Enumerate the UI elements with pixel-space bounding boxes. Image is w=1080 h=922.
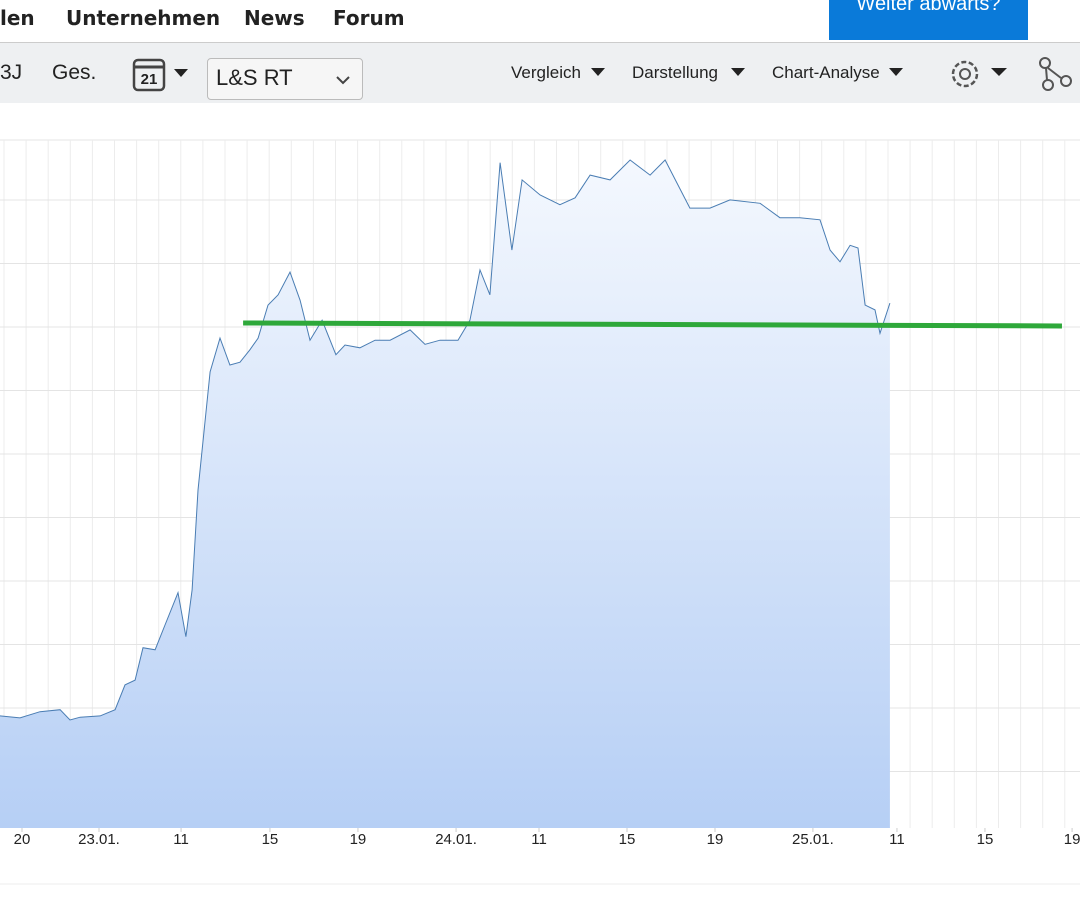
- x-tick-label: 11: [173, 831, 189, 848]
- x-tick-label: 15: [262, 831, 279, 848]
- trend-line: [243, 320, 1062, 329]
- calendar-icon[interactable]: 21: [130, 55, 194, 93]
- x-tick-label: 15: [977, 831, 994, 848]
- menu[interactable]: Vergleich: [511, 63, 581, 82]
- x-tick-label: 20: [14, 831, 31, 848]
- x-tick-label: 19: [707, 831, 724, 848]
- period[interactable]: 3J: [0, 61, 23, 84]
- menu[interactable]: Chart-Analyse: [772, 63, 880, 82]
- x-tick-label: 23.01.: [78, 831, 120, 848]
- x-tick-label: 25.01.: [792, 831, 834, 848]
- price-line: [0, 159, 891, 721]
- x-tick-label: 11: [889, 831, 905, 848]
- nav-link[interactable]: Forum: [333, 6, 405, 30]
- nav-link[interactable]: News: [244, 6, 305, 30]
- scroll-button[interactable]: Weiter abwärts?: [829, 0, 1028, 40]
- toolbar-icons: [591, 57, 1072, 91]
- chart: 20 23.01. 11 15 19 24.01. 11 15 19 25.01. 11 15 19: [0, 139, 1080, 885]
- exchange-select[interactable]: L&S RT: [207, 58, 363, 100]
- x-tick-label: 11: [531, 831, 547, 848]
- x-tick-label: 15: [619, 831, 636, 848]
- nav-bar: len Unternehmen News Forum Weiter abwärt…: [0, 0, 1080, 40]
- area-fill: [0, 160, 890, 828]
- nav-link[interactable]: len: [0, 6, 35, 30]
- x-tick-label: 19: [350, 831, 367, 848]
- exchange: L&S RT: [216, 65, 293, 90]
- period[interactable]: Ges.: [52, 61, 97, 84]
- menu[interactable]: Darstellung: [632, 63, 718, 82]
- x-tick-label: 19: [1064, 831, 1080, 848]
- x-tick-label: 24.01.: [435, 831, 477, 848]
- nav-link[interactable]: Unternehmen: [66, 6, 221, 30]
- toolbar: 3J Ges. 21 L&S RT Vergleich Darstellung …: [0, 42, 1080, 103]
- calendar-day: 21: [141, 71, 158, 88]
